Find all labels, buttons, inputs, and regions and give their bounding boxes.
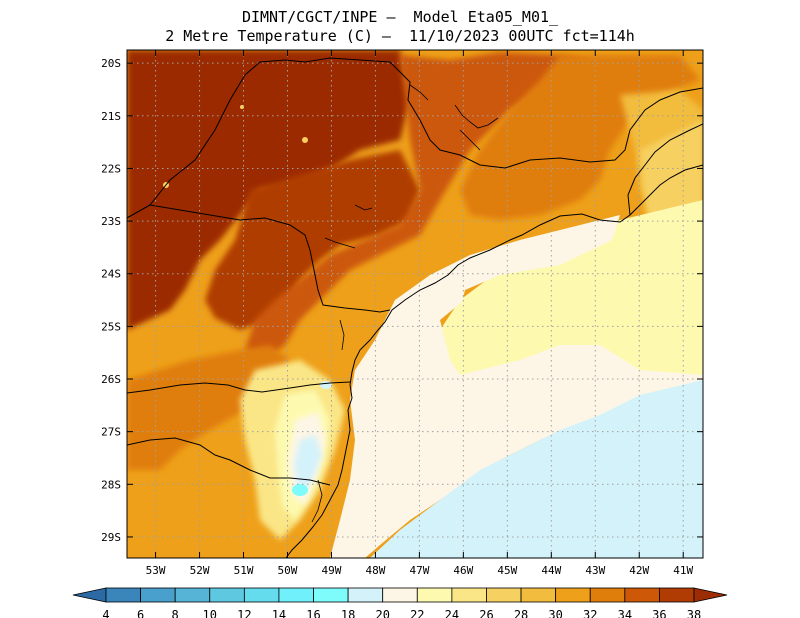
state-border-sc-rs [127,437,331,486]
colorbar-box [555,587,591,603]
colorbar-upper-extend [693,587,728,603]
state-border-mg-rj-es [629,164,703,216]
zone-38 [127,50,410,330]
colorbar-label: 8 [172,608,179,618]
map-title-line-2: 2 Metre Temperature (C) – 11/10/2023 00U… [165,27,635,45]
colorbar-label: 36 [652,608,666,618]
lon-tick-label: 44W [541,564,561,577]
map-gridlines [127,50,703,558]
zone-16-patch [292,484,308,496]
lon-tick-label: 45W [497,564,517,577]
lon-tick-label: 43W [585,564,605,577]
lon-tick-label: 53W [146,564,166,577]
colorbar-label: 26 [479,608,493,618]
colorbar-label: 28 [514,608,528,618]
colorbar-box [451,587,487,603]
colorbar-label: 10 [203,608,217,618]
lon-tick-label: 42W [629,564,649,577]
colorbar-label: 22 [410,608,424,618]
colorbar-label: 30 [548,608,562,618]
colorbar-box [382,587,418,603]
ocean-cool-area [370,380,703,558]
lat-tick-label: 21S [101,110,121,123]
lagoon-outline [311,319,345,523]
lat-tick-label: 26S [101,373,121,386]
colorbar-box [313,587,349,603]
longitude-axis: 53W 52W 51W 50W 49W 48W 47W 46W 45W 44W 43W 42W 41W [146,50,694,577]
colorbar-label: 34 [618,608,632,618]
colorbar-box [416,587,453,603]
latitude-axis: 20S 21S 22S 23S 24S 25S 26S 27S 28S 29S [101,57,703,544]
state-border-pr-sc [127,381,351,394]
state-border-sp-pr [127,204,391,313]
ocean-warm-band [440,200,703,380]
zone-18-patch-north [320,381,332,389]
lon-tick-label: 46W [453,564,473,577]
lat-tick-label: 25S [101,320,121,333]
ocean-warm-tongue [452,220,640,345]
lat-tick-label: 28S [101,478,121,491]
lon-tick-label: 52W [190,564,210,577]
colorbar-box [520,587,557,603]
lat-tick-label: 29S [101,531,121,544]
ocean-mild-area [330,215,703,558]
lat-tick-label: 20S [101,57,121,70]
zone-34 [245,52,590,360]
state-border-sp-mg [127,57,703,219]
colorbar-box [624,587,660,603]
colorbar-box [243,587,280,603]
colorbar-box [140,587,176,603]
colorbar-box [105,587,141,603]
map-title-line-1: DIMNT/CGCT/INPE – Model Eta05_M01_ [241,8,559,26]
lon-tick-label: 41W [673,564,693,577]
lat-tick-label: 23S [101,215,121,228]
colorbar-box [174,587,211,603]
colorbar-label: 38 [687,608,701,618]
lat-tick-label: 24S [101,268,121,281]
colorbar-label: 16 [306,608,320,618]
colorbar-box [589,587,626,603]
colorbar-label: 4 [102,608,109,618]
colorbar-box [209,587,245,603]
lon-tick-label: 51W [234,564,254,577]
map-frame [126,49,704,559]
reservoir-outline [324,204,373,249]
lon-tick-label: 50W [278,564,298,577]
colorbar-box [347,587,384,603]
colorbar-label: 24 [445,608,459,618]
lon-tick-label: 49W [322,564,342,577]
temperature-field [127,50,703,558]
zone-36 [205,150,420,330]
lat-tick-label: 22S [101,162,121,175]
lon-tick-label: 47W [409,564,429,577]
zone-18-patches [294,435,322,490]
lon-tick-label: 48W [365,564,385,577]
colorbar-box [659,587,695,603]
warm-spot [302,137,308,143]
colorbar-label: 18 [341,608,355,618]
colorbar-label: 6 [137,608,144,618]
colorbar-box [278,587,314,603]
map-boundaries [127,57,703,558]
colorbar-box [486,587,522,603]
colorbar: 4 6 8 10 12 14 16 18 20 22 24 26 28 30 32 34 36 38 [72,587,728,618]
colorbar-lower-extend [72,587,107,603]
reservoir-outline [409,84,499,151]
coastline [285,123,703,558]
warm-spot [240,105,244,109]
colorbar-label: 14 [272,608,286,618]
colorbar-label: 20 [375,608,389,618]
colorbar-label: 12 [237,608,251,618]
colorbar-label: 32 [583,608,597,618]
lat-tick-label: 27S [101,426,121,439]
